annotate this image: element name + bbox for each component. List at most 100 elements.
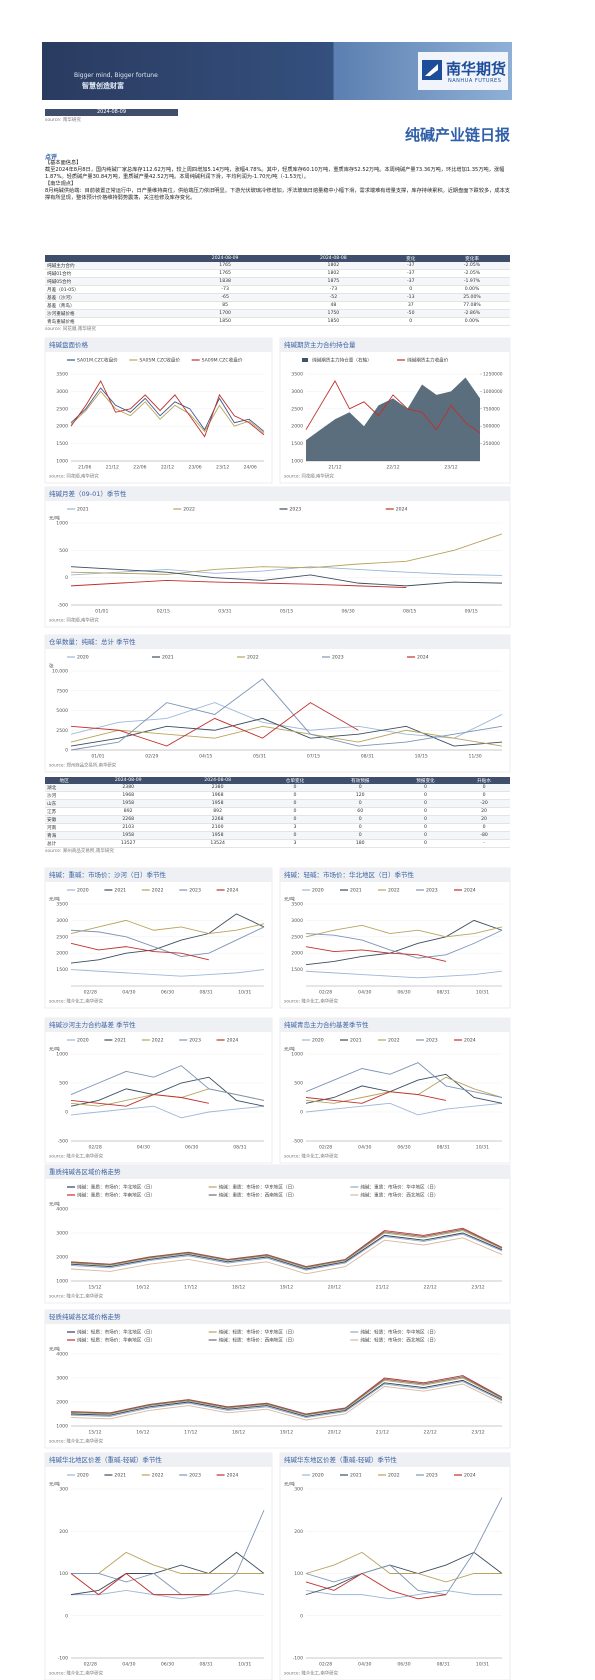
series-line bbox=[70, 678, 503, 751]
chart-title-bar bbox=[280, 868, 510, 882]
table-cell: 2268 bbox=[83, 815, 173, 824]
legend-label: 2021 bbox=[114, 1473, 126, 1479]
table-cell: 1968 bbox=[83, 791, 173, 800]
table-cell: 20 bbox=[458, 815, 510, 824]
header-cell: 地区 bbox=[45, 777, 84, 784]
chart-source: source: 同花顺,南华研究 bbox=[49, 473, 99, 480]
table-cell: 13527 bbox=[83, 839, 173, 848]
table-cell: 1958 bbox=[83, 799, 173, 808]
chart-title: 纯碱：轻碱：市场价：华北地区（日）季节性 bbox=[284, 870, 415, 879]
table-cell: 1850 bbox=[279, 317, 388, 326]
table-cell: 0 bbox=[387, 285, 435, 294]
legend-label: SA09M.CZC收盘价 bbox=[202, 357, 243, 364]
x-tick-label: 17/12 bbox=[184, 1285, 197, 1291]
legend-label: 2024 bbox=[464, 1473, 476, 1479]
legend-label: 纯碱：重质：市场价：华南地区（日） bbox=[77, 1192, 155, 1199]
table-source: source: 同花顺,南华研究 bbox=[45, 327, 96, 332]
legend-label: 2024 bbox=[227, 1473, 239, 1479]
y-tick-label: 2000 bbox=[56, 1400, 68, 1406]
legend-label: 纯碱期货主力持仓量（右轴） bbox=[312, 357, 372, 364]
y-tick-label: 100 bbox=[294, 1571, 303, 1577]
y-tick-label: 2000 bbox=[291, 424, 303, 430]
legend-label: 纯碱：重质：市场价：华东地区（日） bbox=[219, 1184, 297, 1191]
x-tick-label: 09/15 bbox=[465, 609, 478, 615]
header-cell: 变化率 bbox=[434, 255, 510, 262]
header-cell: 仓单变化 bbox=[262, 777, 328, 784]
x-tick-label: 04/15 bbox=[199, 754, 212, 760]
y-tick-label: 3000 bbox=[291, 918, 303, 924]
table-row: 安徽 2268 2268 0 0 0 20 bbox=[45, 815, 510, 824]
legend-label: 2023 bbox=[426, 1038, 438, 1044]
table-cell: 0 bbox=[458, 823, 510, 832]
legend-label: 2021 bbox=[350, 888, 362, 894]
header-cell: 2024-08-08 bbox=[279, 255, 388, 262]
y-tick-label: 0 bbox=[65, 1110, 68, 1116]
legend-label: 2020 bbox=[77, 1038, 89, 1044]
summary-paragraph: 【南华观点】 bbox=[45, 181, 77, 187]
chart-title-bar bbox=[45, 635, 510, 649]
table-cell: 青岛重碱价格 bbox=[45, 317, 171, 326]
table-cell: -65 bbox=[171, 293, 280, 302]
legend-label: 2022 bbox=[388, 1473, 400, 1479]
legend-label: 2022 bbox=[152, 888, 164, 894]
table-cell: 1838 bbox=[171, 277, 280, 286]
x-tick-label: 02/28 bbox=[319, 1145, 332, 1151]
legend-label: 2022 bbox=[152, 1038, 164, 1044]
summary-paragraph: 8月纯碱供给端：目前装置正常运行中，日产量维持高位，供给端压力依旧明显。下游光伏… bbox=[45, 188, 510, 201]
legend-label: SA05M.CZC收盘价 bbox=[139, 357, 180, 364]
x-tick-label: 10/31 bbox=[238, 990, 251, 996]
legend-label: 纯碱期货主力收盘价 bbox=[407, 357, 449, 364]
table-cell: 0 bbox=[327, 831, 393, 840]
series-line bbox=[71, 1509, 265, 1596]
y-tick-label: 1500 bbox=[56, 441, 68, 447]
table-cell: -13 bbox=[387, 293, 435, 302]
series-line bbox=[305, 1551, 502, 1583]
x-tick-label: 06/30 bbox=[397, 990, 410, 996]
y-tick-label: 3000 bbox=[56, 1376, 68, 1382]
table-cell: 77.08% bbox=[434, 301, 510, 310]
table-cell: 25.00% bbox=[434, 293, 510, 302]
table-cell: -37 bbox=[387, 277, 435, 286]
table-cell: 月差（01-05） bbox=[45, 285, 171, 294]
y-tick-label: 1000 bbox=[56, 1279, 68, 1285]
table-cell: 1958 bbox=[172, 831, 263, 840]
chart-title-bar bbox=[280, 1453, 510, 1467]
chart-title-bar bbox=[45, 1310, 510, 1324]
x-tick-label: 20/12 bbox=[328, 1430, 341, 1436]
summary: 【基本面信息】 截至2024年8月8日，国内纯碱厂家总库存112.62万吨，较上周… bbox=[45, 160, 511, 202]
table-cell: 0 bbox=[392, 784, 459, 792]
y-tick-label: 4000 bbox=[56, 1352, 68, 1358]
table-cell: -52 bbox=[279, 293, 388, 302]
x-tick-label: 10/31 bbox=[238, 1662, 251, 1668]
y-unit: 元/吨 bbox=[284, 1046, 295, 1053]
series-line bbox=[70, 1065, 265, 1101]
legend-label: 2022 bbox=[388, 1038, 400, 1044]
logo: 南华期货 NANHUA FUTURES bbox=[418, 52, 508, 90]
y-tick-label: 3000 bbox=[56, 1231, 68, 1237]
chart-panel bbox=[44, 634, 511, 773]
chart-source: source: 隆众化工,南华研究 bbox=[49, 1153, 104, 1160]
chart-title-bar bbox=[45, 487, 510, 501]
x-tick-label: 23/12 bbox=[444, 465, 457, 471]
table-cell: 河南 bbox=[45, 823, 84, 832]
y-unit: 元/吨 bbox=[49, 515, 60, 522]
x-tick-label: 02/28 bbox=[84, 990, 97, 996]
legend-label: 纯碱：重质：市场价：西南地区（日） bbox=[219, 1192, 297, 1199]
x-tick-label: 02/28 bbox=[84, 1662, 97, 1668]
series-line bbox=[70, 387, 265, 432]
table-cell: -37 bbox=[387, 269, 435, 278]
y-unit: 元/吨 bbox=[49, 1346, 60, 1353]
table-cell: 沙河 bbox=[45, 791, 84, 800]
x-tick-label: 19/12 bbox=[280, 1430, 293, 1436]
series-line bbox=[70, 725, 503, 747]
x-tick-label: 02/28 bbox=[319, 990, 332, 996]
table-cell: -37 bbox=[387, 262, 435, 270]
table-cell: -50 bbox=[387, 309, 435, 318]
chart-title-bar bbox=[280, 338, 510, 352]
table-cell: 0 bbox=[392, 823, 459, 832]
table-cell: 2380 bbox=[83, 784, 173, 792]
legend-label: 2020 bbox=[312, 1038, 324, 1044]
x-tick-label: 08/15 bbox=[403, 609, 416, 615]
legend-label: 纯碱：重质：市场价：华中地区（日） bbox=[360, 1184, 438, 1191]
y-tick-label: -500 bbox=[58, 603, 69, 609]
